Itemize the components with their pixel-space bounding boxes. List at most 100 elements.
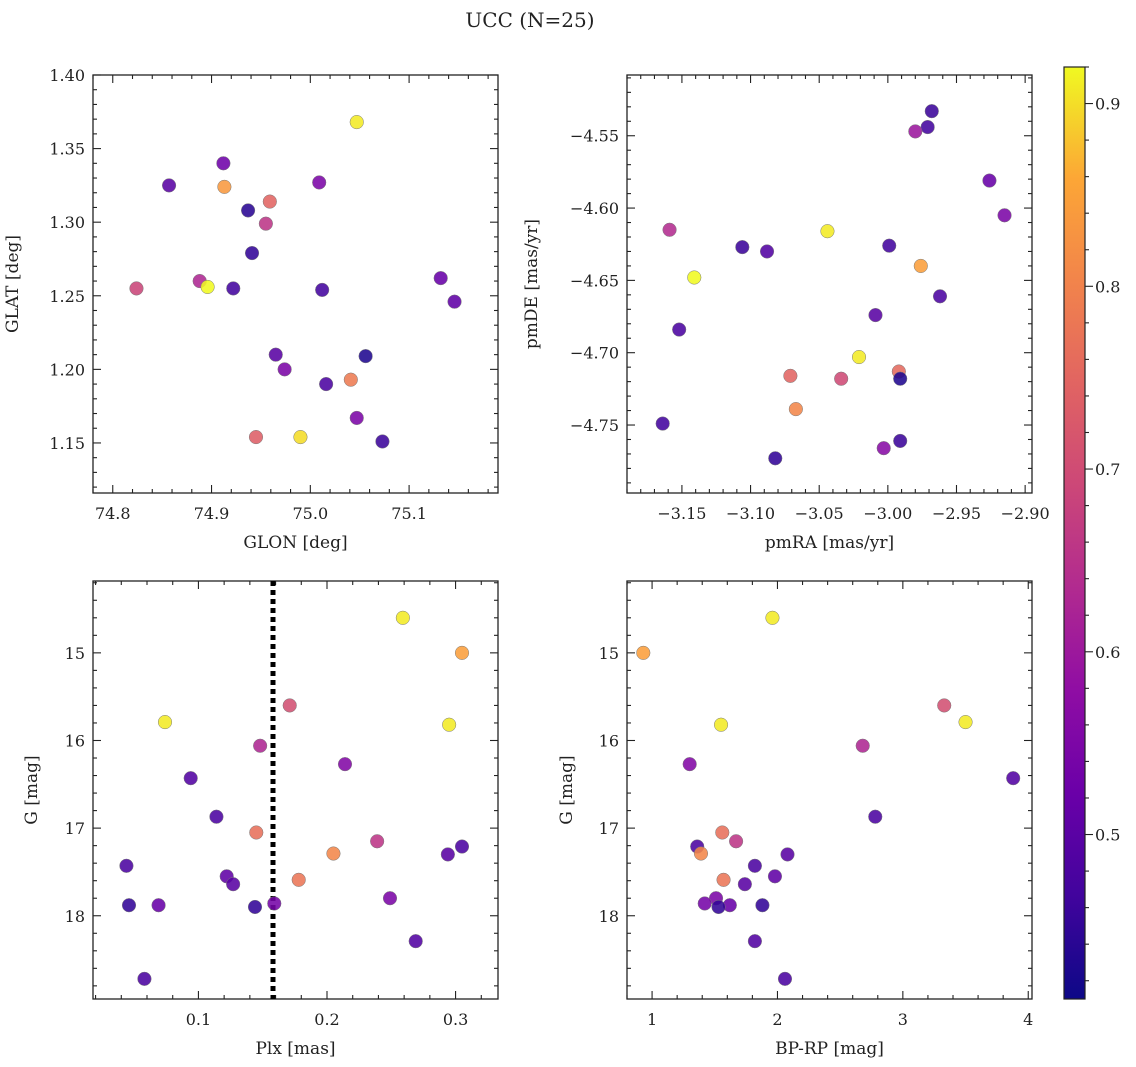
scatter-point (693, 846, 709, 861)
scatter-point (447, 294, 462, 309)
scatter-point (121, 898, 137, 913)
scatter-point (129, 281, 144, 296)
scatter-point (755, 898, 770, 913)
x-tick-label: 0.3 (443, 1010, 468, 1029)
scatter-point (768, 451, 783, 466)
scatter-point (315, 282, 330, 297)
scatter-point (157, 715, 173, 730)
x-axis-label: BP-RP [mag] (775, 1039, 884, 1059)
scatter-point (636, 645, 651, 660)
scatter-point (924, 104, 939, 119)
x-tick-label: 0.2 (314, 1010, 339, 1029)
scatter-point (997, 208, 1012, 223)
scatter-point (788, 402, 803, 417)
scatter-point (893, 433, 908, 448)
scatter-point (687, 270, 702, 285)
y-tick-label: −4.60 (570, 199, 619, 218)
scatter-point (783, 368, 798, 383)
scatter-point (226, 281, 241, 296)
y-tick-label: −4.65 (570, 271, 619, 290)
scatter-point (908, 124, 923, 139)
panel-pmra-pmde: −3.15 −3.10 −3.05 −3.00 −2.95 −2.90 −4.75 −4.70… (522, 74, 1050, 553)
scatter-point (267, 896, 282, 911)
y-tick-label: −4.75 (570, 416, 619, 435)
x-tick-label: 74.8 (95, 504, 131, 523)
scatter-point (253, 738, 268, 753)
y-tick-label: −4.55 (570, 127, 619, 146)
x-tick-label: −3.10 (726, 504, 775, 523)
scatter-point (349, 115, 364, 130)
scatter-point (337, 757, 353, 772)
scatter-point (162, 178, 177, 193)
axes-frame (626, 74, 1033, 494)
scatter-point (248, 430, 264, 445)
y-tick-label: 18 (599, 907, 619, 926)
x-tick-label: 3 (898, 1010, 908, 1029)
scatter-point (217, 179, 232, 194)
scatter-point (777, 971, 793, 986)
scatter-point (244, 246, 260, 261)
scatter-point (834, 371, 849, 386)
scatter-point (747, 858, 762, 873)
x-tick-label: 2 (772, 1010, 782, 1029)
scatter-point (382, 891, 398, 906)
x-tick-label: −3.00 (863, 504, 912, 523)
y-axis-label: G [mag] (557, 755, 577, 824)
x-tick-label: 4 (1023, 1010, 1033, 1029)
scatter-point (370, 834, 385, 849)
scatter-point (711, 899, 726, 915)
scatter-point (241, 203, 256, 218)
scatter-point (183, 771, 198, 786)
axes-frame (92, 74, 499, 494)
scatter-point (765, 610, 780, 625)
y-tick-label: 17 (599, 819, 619, 838)
scatter-point (868, 809, 883, 824)
scatter-point (282, 698, 297, 713)
x-tick-label: −3.15 (657, 504, 706, 523)
scatter-point (358, 349, 373, 364)
figure-title: UCC (N=25) (465, 8, 594, 32)
y-tick-label: 1.20 (49, 360, 85, 379)
x-axis-label: GLON [deg] (243, 533, 347, 553)
scatter-point (454, 839, 470, 854)
x-tick-label: −2.90 (1001, 504, 1050, 523)
y-tick-label: 1.30 (49, 213, 85, 232)
scatter-point (268, 347, 283, 362)
scatter-point (312, 175, 327, 190)
scatter-point (319, 377, 334, 392)
colorbar-tick-label: 0.9 (1095, 95, 1120, 114)
scatter-point (1006, 771, 1021, 786)
x-tick-label: 75.0 (293, 504, 329, 523)
scatter-point (882, 238, 897, 253)
scatter-point (767, 869, 783, 884)
panel-bprp-g: 1 2 3 4 15 16 17 18 BP-RP [mag] G [mag] (557, 580, 1033, 1059)
scatter-point (716, 872, 731, 887)
scatter-point (759, 244, 775, 259)
scatter-point (697, 896, 712, 911)
colorbar: 0.5 0.6 0.7 0.8 0.9 (1063, 66, 1120, 1000)
y-axis-label: G [mag] (22, 755, 42, 824)
y-tick-label: 16 (599, 731, 619, 750)
scatter-point (258, 216, 273, 231)
scatter-point (932, 289, 948, 304)
scatter-point (395, 610, 410, 625)
scatter-point (780, 847, 795, 862)
scatter-point (442, 717, 457, 732)
y-tick-label: 1.40 (49, 66, 85, 85)
y-tick-label: 16 (65, 731, 85, 750)
y-axis-label: pmDE [mas/yr] (522, 219, 542, 349)
scatter-point (747, 934, 762, 949)
x-tick-label: −2.95 (932, 504, 981, 523)
x-tick-label: 74.9 (194, 504, 230, 523)
scatter-point (855, 738, 870, 753)
x-axis-label: pmRA [mas/yr] (765, 533, 894, 553)
scatter-point (876, 441, 891, 456)
scatter-point (820, 224, 835, 239)
scatter-point (216, 156, 231, 171)
scatter-point (868, 308, 883, 323)
scatter-point (262, 194, 277, 209)
scatter-point (913, 258, 928, 273)
scatter-point (343, 372, 358, 387)
y-tick-label: 15 (65, 644, 85, 663)
scatter-point (408, 934, 423, 949)
